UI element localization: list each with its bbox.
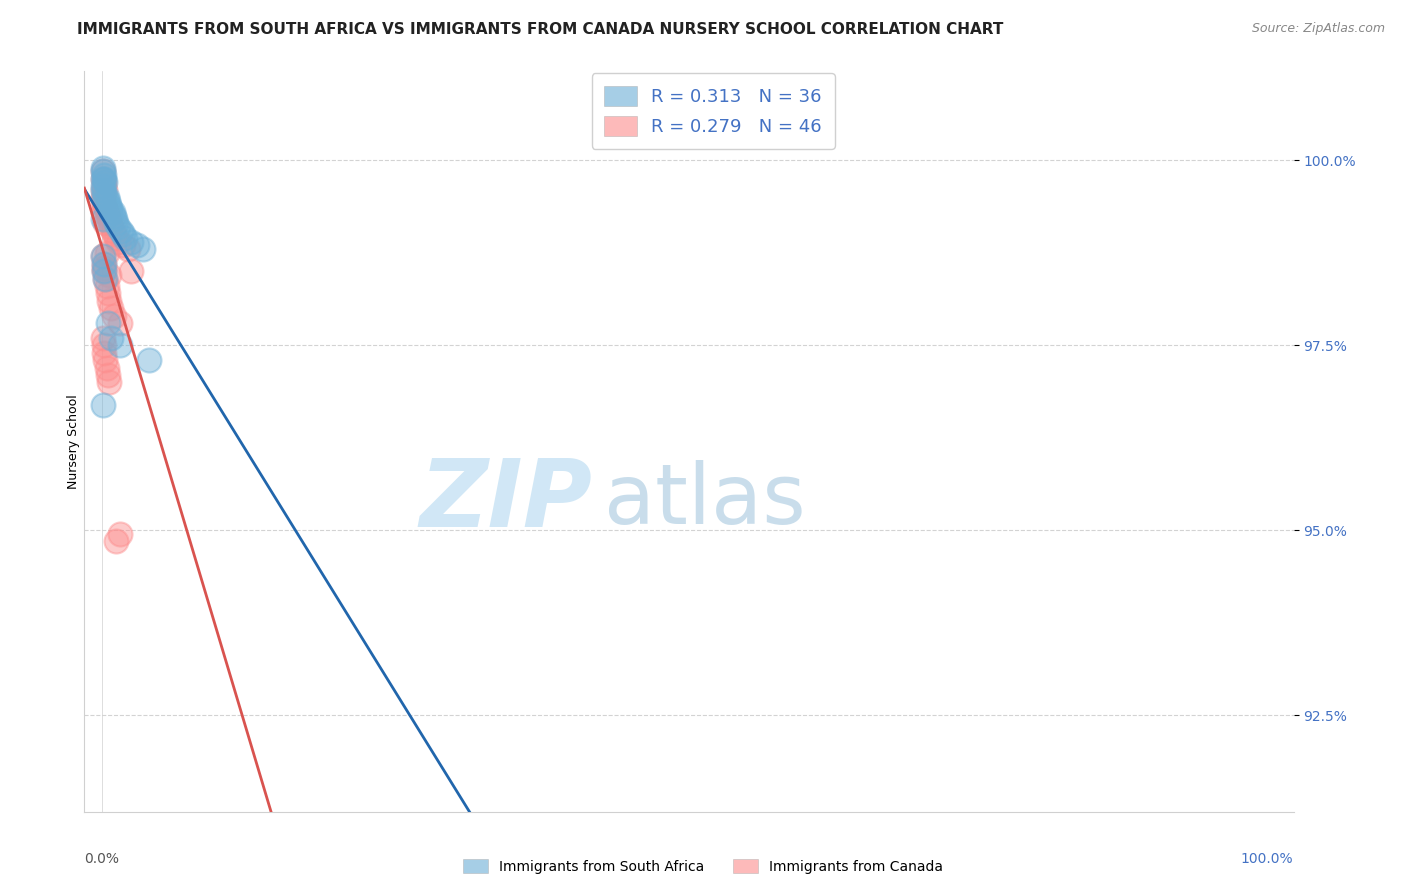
Point [138, 353, 160, 368]
Point [93, 197, 115, 211]
Point [108, 527, 131, 541]
Point [98, 293, 121, 308]
Point [112, 227, 135, 242]
Point [94, 176, 117, 190]
Point [93, 179, 115, 194]
Point [93, 186, 115, 201]
Y-axis label: Nursery School: Nursery School [66, 394, 80, 489]
Point [91, 164, 114, 178]
Point [93, 257, 115, 271]
Point [98, 376, 121, 390]
Text: atlas: atlas [605, 460, 806, 541]
Point [93, 257, 115, 271]
Point [91, 161, 114, 175]
Point [91, 205, 114, 219]
Point [97, 368, 120, 382]
Point [105, 216, 128, 230]
Point [100, 219, 122, 234]
Point [100, 331, 122, 345]
Point [103, 209, 125, 223]
Point [93, 260, 115, 275]
Point [105, 534, 128, 549]
Point [91, 250, 114, 264]
Point [97, 194, 120, 208]
Point [101, 223, 124, 237]
Point [104, 212, 127, 227]
Point [93, 264, 115, 278]
Point [101, 205, 124, 219]
Point [114, 231, 136, 245]
Point [91, 212, 114, 227]
Point [107, 235, 129, 249]
Point [98, 216, 121, 230]
Point [94, 216, 117, 230]
Point [132, 242, 155, 256]
Point [91, 250, 114, 264]
Point [110, 223, 132, 237]
Text: 100.0%: 100.0% [1241, 853, 1294, 866]
Point [93, 171, 115, 186]
Point [103, 227, 125, 242]
Point [94, 271, 117, 285]
Point [108, 338, 131, 352]
Point [91, 194, 114, 208]
Point [93, 168, 115, 182]
Point [91, 171, 114, 186]
Point [96, 205, 118, 219]
Legend: R = 0.313   N = 36, R = 0.279   N = 46: R = 0.313 N = 36, R = 0.279 N = 46 [592, 73, 835, 149]
Point [117, 242, 139, 256]
Point [98, 268, 121, 282]
Text: Source: ZipAtlas.com: Source: ZipAtlas.com [1251, 22, 1385, 36]
Point [107, 219, 129, 234]
Text: ZIP: ZIP [419, 455, 592, 547]
Point [96, 360, 118, 375]
Point [127, 238, 149, 252]
Point [97, 286, 120, 301]
Point [96, 245, 118, 260]
Point [105, 231, 128, 245]
Point [94, 271, 117, 285]
Point [91, 331, 114, 345]
Point [103, 309, 125, 323]
Point [96, 190, 118, 204]
Point [98, 212, 121, 227]
Point [94, 190, 117, 204]
Point [112, 238, 135, 252]
Point [120, 235, 142, 249]
Point [94, 353, 117, 368]
Point [91, 171, 114, 186]
Point [94, 202, 117, 216]
Point [91, 164, 114, 178]
Point [98, 202, 121, 216]
Point [91, 398, 114, 412]
Legend: Immigrants from South Africa, Immigrants from Canada: Immigrants from South Africa, Immigrants… [457, 852, 949, 880]
Point [120, 264, 142, 278]
Text: 0.0%: 0.0% [84, 853, 120, 866]
Point [91, 179, 114, 194]
Text: IMMIGRANTS FROM SOUTH AFRICA VS IMMIGRANTS FROM CANADA NURSERY SCHOOL CORRELATIO: IMMIGRANTS FROM SOUTH AFRICA VS IMMIGRAN… [77, 22, 1004, 37]
Point [96, 279, 118, 293]
Point [91, 183, 114, 197]
Point [108, 316, 131, 330]
Point [97, 316, 120, 330]
Point [91, 183, 114, 197]
Point [97, 209, 120, 223]
Point [98, 197, 121, 211]
Point [100, 301, 122, 316]
Point [93, 264, 115, 278]
Point [93, 176, 115, 190]
Point [100, 205, 122, 219]
Point [91, 190, 114, 204]
Point [93, 338, 115, 352]
Point [93, 345, 115, 359]
Point [94, 183, 117, 197]
